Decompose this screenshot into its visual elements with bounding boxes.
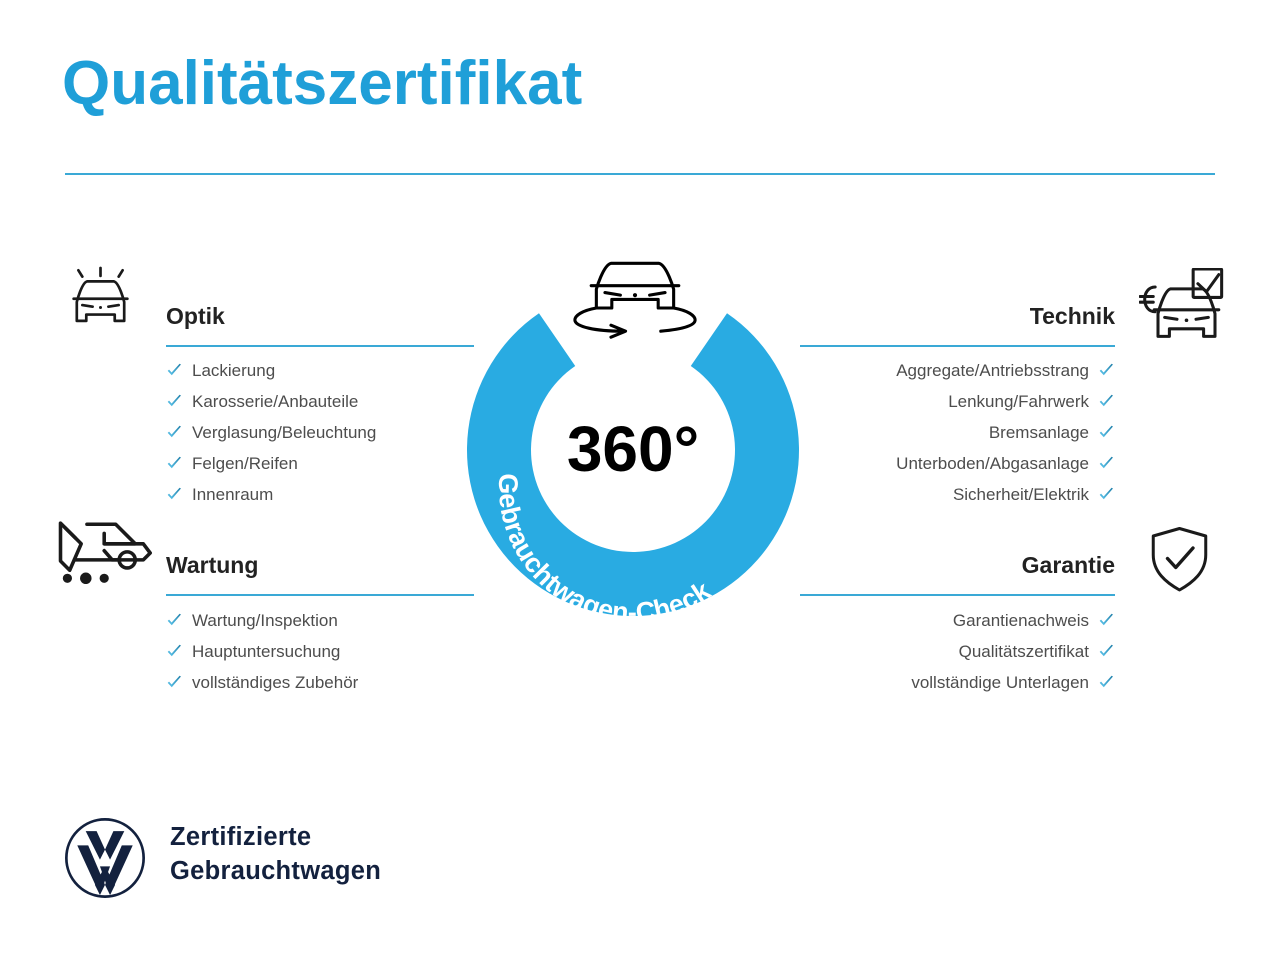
svg-text:360°: 360° xyxy=(567,413,699,485)
